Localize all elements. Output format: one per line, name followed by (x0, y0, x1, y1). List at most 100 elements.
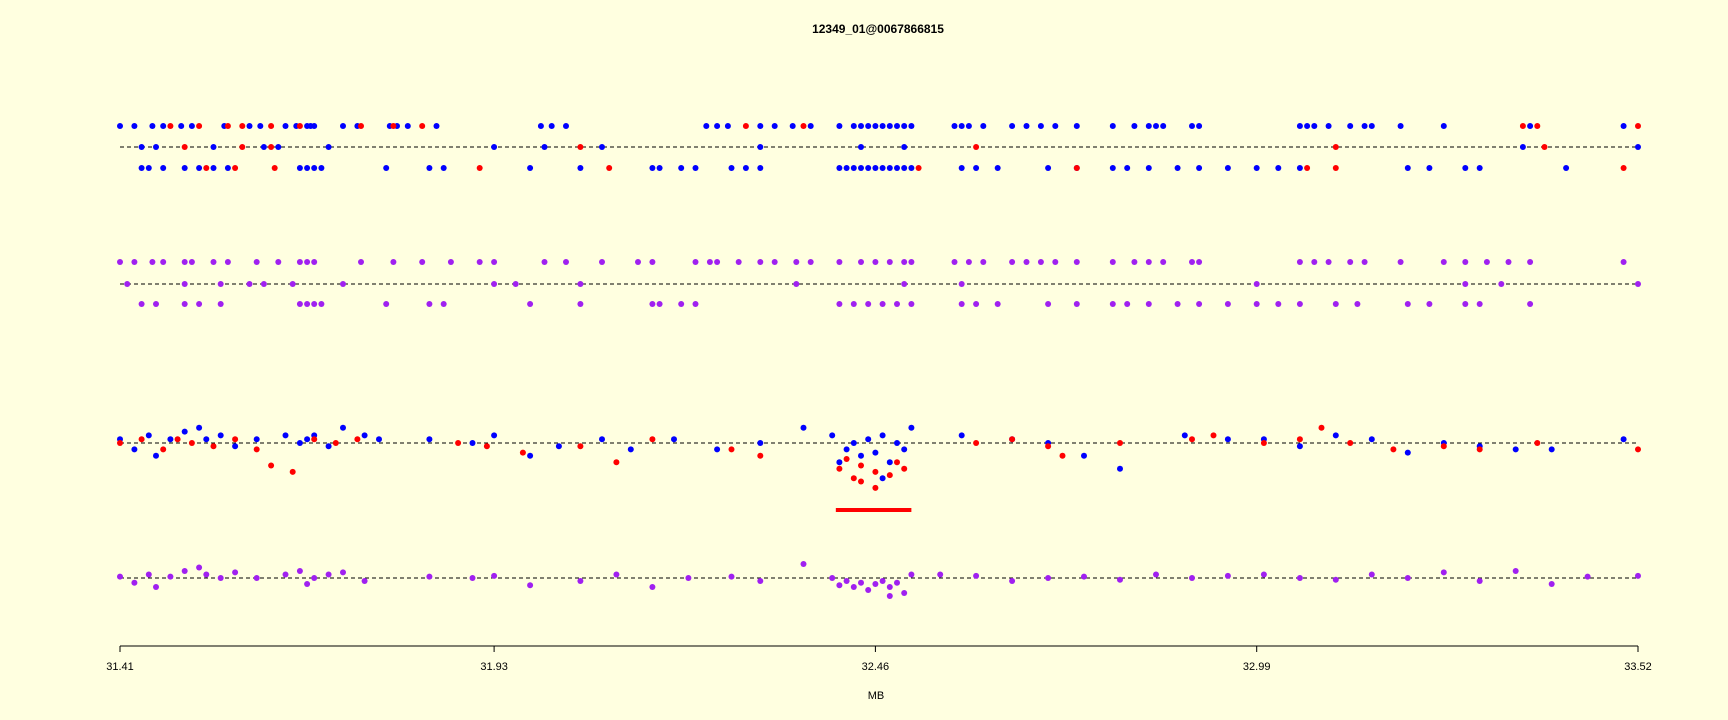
data-point (153, 452, 159, 459)
data-point (1224, 301, 1231, 307)
data-point (908, 259, 915, 265)
data-point (138, 144, 145, 150)
data-point (1196, 259, 1203, 265)
data-point (908, 424, 915, 431)
data-point (304, 581, 311, 587)
data-point (858, 123, 864, 129)
data-point (714, 123, 721, 129)
data-point (167, 123, 174, 129)
data-point (275, 144, 282, 150)
data-point (980, 123, 987, 129)
panel-log-ratio-purple (117, 561, 1641, 599)
data-point (138, 436, 145, 443)
data-point (577, 281, 584, 287)
data-point (771, 123, 778, 129)
data-point (232, 569, 239, 576)
data-point (1548, 581, 1555, 587)
data-point (865, 587, 872, 593)
data-point (1174, 301, 1181, 307)
data-point (1635, 144, 1641, 150)
data-point (656, 165, 663, 171)
data-point (527, 452, 534, 459)
data-point (332, 440, 339, 446)
data-point (160, 446, 167, 453)
data-point (1109, 123, 1116, 129)
data-point (1368, 571, 1375, 578)
data-point (1311, 123, 1318, 129)
data-point (1145, 259, 1152, 265)
data-point (340, 424, 346, 431)
data-point (383, 165, 390, 171)
data-point (879, 432, 886, 439)
data-point (117, 440, 123, 446)
data-point (131, 259, 138, 265)
data-point (1037, 259, 1044, 265)
data-point (361, 578, 368, 584)
data-point (1189, 123, 1195, 129)
data-point (757, 578, 764, 584)
data-point (1109, 165, 1116, 171)
data-point (282, 571, 289, 578)
data-point (836, 301, 843, 307)
data-point (440, 165, 447, 171)
data-point (843, 165, 850, 171)
data-point (1390, 446, 1397, 453)
data-point (1332, 165, 1339, 171)
data-point (757, 259, 764, 265)
data-point (714, 259, 721, 265)
data-point (1260, 440, 1267, 446)
data-point (886, 584, 893, 590)
data-point (1426, 165, 1433, 171)
data-point (886, 459, 893, 466)
data-point (512, 281, 519, 287)
data-point (1476, 446, 1483, 453)
data-point (1584, 573, 1591, 580)
data-point (196, 564, 203, 571)
data-point (246, 123, 253, 129)
data-point (843, 578, 850, 584)
data-point (1462, 301, 1469, 307)
data-point (527, 301, 534, 307)
data-point (304, 301, 311, 307)
data-point (217, 575, 224, 581)
data-point (210, 165, 217, 171)
data-point (807, 259, 814, 265)
data-point (196, 123, 203, 129)
data-point (447, 259, 454, 265)
data-point (1045, 301, 1052, 307)
data-point (1440, 569, 1447, 576)
data-point (383, 301, 390, 307)
data-point (1296, 443, 1303, 450)
data-point (1117, 576, 1123, 583)
data-point (1174, 165, 1181, 171)
data-point (742, 123, 749, 129)
data-point (1476, 301, 1483, 307)
data-point (1296, 259, 1303, 265)
data-point (296, 301, 303, 307)
data-point (872, 259, 879, 265)
data-point (181, 144, 188, 150)
data-point (1361, 259, 1368, 265)
data-point (548, 123, 555, 129)
data-point (1534, 123, 1541, 129)
data-point (635, 259, 641, 265)
data-point (469, 575, 476, 581)
x-axis-label: MB (868, 690, 885, 702)
data-point (724, 123, 731, 129)
data-point (1153, 123, 1159, 129)
data-point (879, 165, 886, 171)
data-point (836, 165, 843, 171)
data-point (210, 443, 217, 450)
data-point (908, 165, 915, 171)
data-point (599, 436, 605, 443)
data-point (217, 281, 224, 287)
data-point (289, 281, 296, 287)
data-point (1073, 165, 1080, 171)
data-point (714, 446, 721, 453)
data-point (728, 165, 735, 171)
data-point (858, 452, 864, 459)
data-point (117, 259, 123, 265)
data-point (1224, 165, 1231, 171)
data-point (1052, 259, 1059, 265)
data-point (145, 571, 152, 578)
